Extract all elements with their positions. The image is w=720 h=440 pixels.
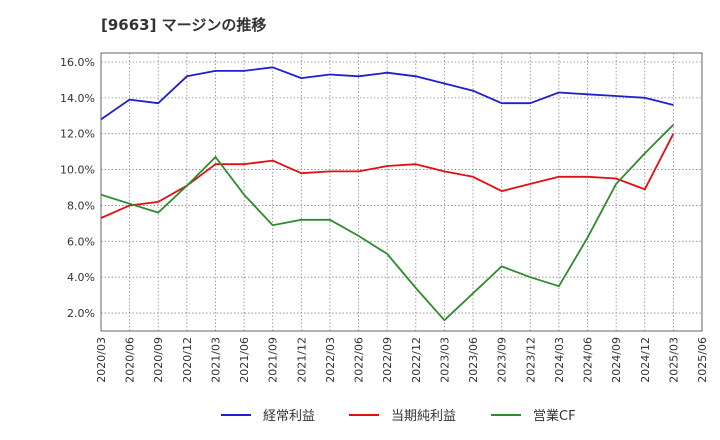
x-tick-label: 2021/03: [209, 337, 222, 383]
x-tick-label: 2023/03: [438, 337, 451, 383]
series-line: [100, 133, 675, 219]
x-tick-label: 2024/12: [639, 337, 652, 383]
y-tick-label: 6.0%: [67, 235, 95, 248]
y-tick-label: 2.0%: [67, 307, 95, 320]
chart-title: [9663] マージンの推移: [101, 16, 267, 34]
legend-label: 営業CF: [533, 408, 576, 424]
y-tick-label: 10.0%: [60, 164, 95, 177]
x-tick-label: 2022/06: [353, 337, 366, 383]
x-tick-label: 2024/06: [582, 337, 595, 383]
x-tick-label: 2022/12: [410, 337, 423, 383]
x-tick-label: 2021/09: [267, 337, 280, 383]
y-tick-label: 14.0%: [60, 92, 95, 105]
x-tick-label: 2020/06: [124, 337, 137, 383]
y-tick-label: 12.0%: [60, 128, 95, 141]
x-tick-label: 2024/03: [553, 337, 566, 383]
x-tick-label: 2023/09: [496, 337, 509, 383]
x-tick-label: 2023/06: [467, 337, 480, 383]
series-line: [100, 124, 675, 322]
x-tick-label: 2020/03: [95, 337, 108, 383]
series-line: [100, 66, 674, 121]
x-tick-label: 2024/09: [610, 337, 623, 383]
x-tick-label: 2022/03: [324, 337, 337, 383]
x-tick-label: 2023/12: [524, 337, 537, 383]
y-tick-label: 4.0%: [67, 271, 95, 284]
x-tick-label: 2021/12: [295, 337, 308, 383]
legend-label: 当期純利益: [391, 409, 456, 424]
x-tick-label: 2021/06: [238, 337, 251, 383]
y-tick-label: 8.0%: [67, 199, 95, 212]
x-tick-label: 2020/09: [152, 337, 165, 383]
x-tick-label: 2025/03: [667, 337, 680, 383]
x-tick-label: 2025/06: [696, 337, 709, 383]
plot-frame: [100, 52, 703, 332]
legend-label: 経常利益: [263, 409, 315, 424]
y-tick-label: 16.0%: [60, 56, 95, 69]
x-tick-label: 2022/09: [381, 337, 394, 383]
x-tick-label: 2020/12: [181, 337, 194, 383]
